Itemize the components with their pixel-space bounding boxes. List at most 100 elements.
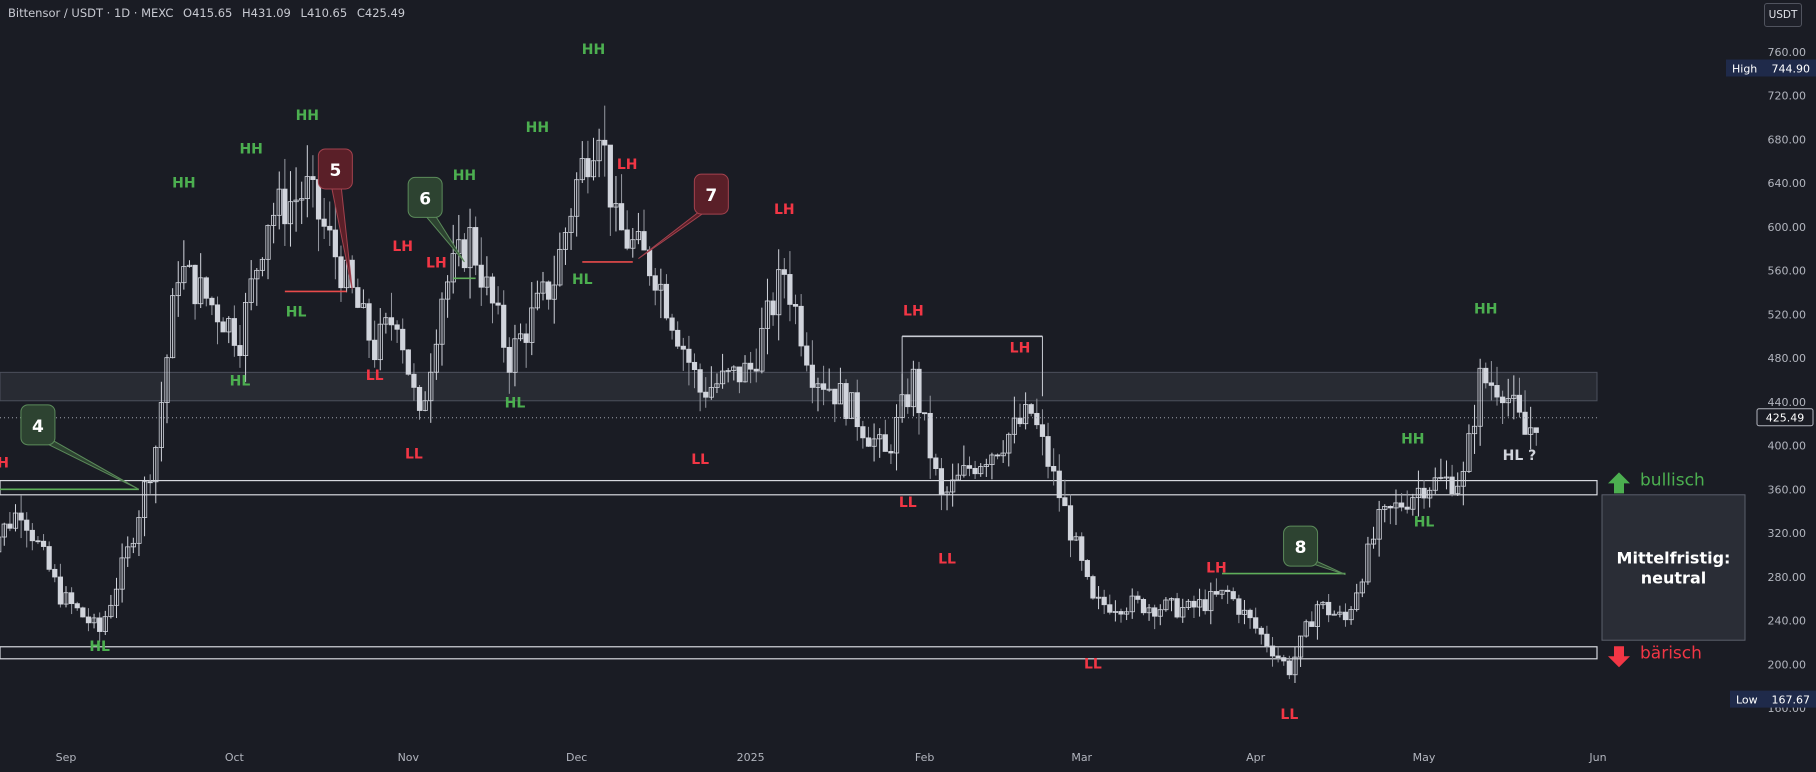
swing-label: LH [392, 239, 413, 255]
candle-body [574, 179, 580, 217]
low-marker-value: 167.67 [1772, 694, 1811, 707]
candle-body [1342, 611, 1349, 621]
y-tick-label: 520.00 [1768, 308, 1807, 321]
callout-6: 6 [407, 176, 465, 263]
swing-label: HL [89, 639, 110, 655]
candle-body [1337, 611, 1343, 615]
candle-body [85, 616, 92, 624]
candle-body [332, 229, 338, 258]
swing-label: LL [405, 447, 423, 463]
candle-body [1348, 609, 1354, 621]
candle-body [237, 345, 243, 357]
y-tick-label: 240.00 [1768, 615, 1807, 628]
candle-body [731, 366, 737, 371]
candle-body [809, 364, 815, 388]
candle-body [1370, 538, 1377, 545]
candle-body [994, 454, 1001, 457]
candle-body [1118, 611, 1124, 615]
candle-body [1180, 607, 1186, 618]
candle-body [1, 523, 7, 538]
candle-body [529, 307, 535, 343]
candle-body [1146, 607, 1152, 614]
candle-body [624, 229, 630, 249]
candle-body [753, 368, 759, 372]
candle-body [18, 512, 24, 521]
candle-body [501, 304, 507, 348]
trend-box-title: Mittelfristig: [1617, 549, 1731, 568]
last-price-badge [1756, 408, 1814, 427]
candle-body [1398, 502, 1405, 508]
ohlc-open: O415.65 [183, 6, 233, 20]
candle-body [663, 283, 670, 319]
candle-body [1359, 581, 1365, 594]
candle-body [708, 387, 714, 398]
y-tick-label: 200.00 [1768, 658, 1807, 671]
callout-4: 4 [20, 404, 140, 490]
candle-body [1152, 607, 1158, 617]
candle-body [658, 283, 664, 291]
candle-body [1219, 589, 1225, 595]
candle-body [97, 617, 103, 632]
symbol-name[interactable]: Bittensor / USDT · 1D · MEXC [8, 6, 174, 20]
swing-label: HH [172, 176, 195, 192]
candle-body [865, 437, 872, 447]
swing-label: LL [691, 452, 709, 468]
candle-body [276, 188, 282, 216]
swing-label: HH [1474, 301, 1497, 317]
candle-body [1320, 601, 1326, 606]
candle-body [635, 231, 641, 241]
candle-body [618, 203, 625, 231]
candle-body [405, 349, 411, 375]
callout-number: 7 [705, 186, 717, 206]
candle-body [916, 368, 922, 414]
candle-body [607, 144, 613, 208]
candle-body [748, 362, 754, 370]
candle-body [641, 231, 647, 251]
candle-body [1129, 595, 1135, 613]
candle-body [1168, 598, 1175, 601]
candle-body [1034, 412, 1040, 426]
candle-body [214, 304, 221, 323]
candle-body [360, 303, 367, 308]
currency-button[interactable]: USDT [1764, 3, 1802, 27]
low-marker-label: Low [1736, 694, 1758, 707]
ohlc-low: L410.65 [300, 6, 348, 20]
candle-body [927, 412, 933, 459]
candle-body [938, 468, 945, 496]
high-marker-value: 744.90 [1772, 63, 1811, 76]
swing-label: LL [1280, 707, 1298, 723]
candle-body [1483, 367, 1489, 384]
callout-box [1283, 525, 1319, 567]
candle-body [1011, 417, 1017, 435]
swing-label: HH [296, 108, 319, 124]
swing-label: LL [1084, 657, 1102, 673]
candle-body [944, 491, 950, 496]
callout-box [693, 173, 729, 215]
swing-label: HL [230, 373, 251, 389]
candle-body [439, 298, 445, 345]
candle-body [1135, 595, 1141, 600]
candle-body [849, 392, 855, 419]
candle-body [7, 523, 13, 529]
candle-body [843, 383, 849, 419]
candle-body [888, 451, 894, 454]
y-tick-label: 720.00 [1768, 90, 1807, 103]
candle-body [411, 373, 417, 388]
swing-label: HL [286, 305, 307, 321]
candle-body [310, 176, 316, 180]
y-tick-label: 760.00 [1768, 46, 1807, 59]
y-tick-label: 680.00 [1768, 133, 1807, 146]
x-tick-label: Jun [1588, 751, 1606, 764]
candle-body [534, 292, 540, 309]
candle-body [12, 512, 19, 529]
swing-label: HL [1414, 515, 1435, 531]
candle-body [837, 383, 844, 405]
candle-body [1079, 536, 1085, 561]
x-tick-label: May [1413, 751, 1436, 764]
candle-body [1393, 502, 1399, 509]
swing-label: LH [903, 303, 924, 319]
candle-body [1511, 394, 1517, 399]
x-tick-label: Apr [1246, 751, 1266, 764]
candle-body [282, 188, 288, 225]
